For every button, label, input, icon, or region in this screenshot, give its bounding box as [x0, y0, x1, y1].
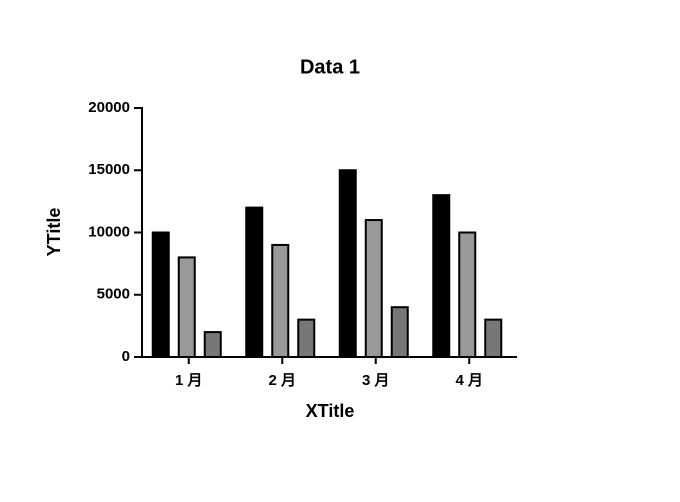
x-axis-title: XTitle	[306, 401, 355, 421]
bar	[271, 243, 290, 358]
bar	[484, 318, 503, 358]
bar	[364, 219, 383, 358]
y-tick-label: 15000	[88, 161, 130, 178]
x-tick-label: 3 月	[362, 372, 390, 389]
y-axis-title: YTitle	[44, 208, 64, 257]
x-tick-label: 1 月	[175, 372, 203, 389]
bar	[338, 169, 357, 358]
bar	[177, 256, 196, 358]
bar	[151, 231, 170, 358]
x-tick-label: 4 月	[455, 372, 483, 389]
x-tick-label: 2 月	[268, 372, 296, 389]
y-tick-label: 10000	[88, 223, 130, 240]
y-tick-label: 5000	[97, 286, 130, 303]
bar	[245, 206, 264, 358]
bar	[458, 231, 477, 358]
bar	[432, 194, 451, 358]
bar	[203, 331, 222, 359]
y-tick-label: 20000	[88, 99, 130, 116]
y-tick-label: 0	[122, 348, 130, 365]
chart-title: Data 1	[300, 56, 360, 78]
bar	[297, 318, 316, 358]
bar	[390, 306, 409, 359]
